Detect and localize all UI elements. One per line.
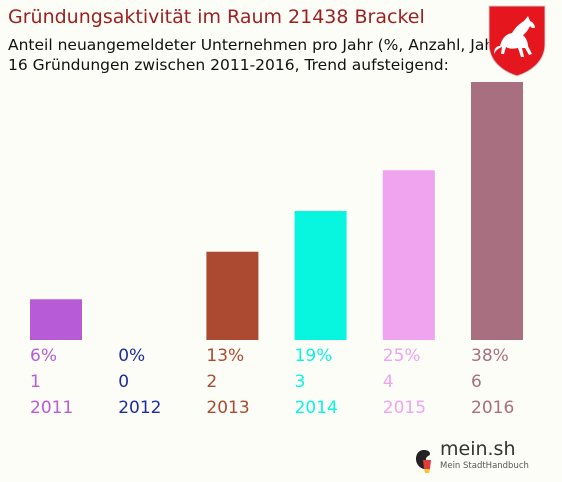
count-label-2015: 4 xyxy=(382,372,394,392)
bar-2013 xyxy=(206,251,259,340)
year-label-2016: 2016 xyxy=(471,398,515,418)
year-label-2014: 2014 xyxy=(294,398,338,418)
percent-label-2011: 6% xyxy=(30,346,57,366)
chart-title: Gründungsaktivität im Raum 21438 Brackel xyxy=(8,6,425,28)
year-label-2011: 2011 xyxy=(30,398,74,418)
chart-subtitle-2: 16 Gründungen zwischen 2011-2016, Trend … xyxy=(8,56,449,74)
count-label-2016: 6 xyxy=(471,372,482,392)
year-label-2013: 2013 xyxy=(206,398,250,418)
bar-2016 xyxy=(471,82,523,340)
percent-label-2014: 19% xyxy=(294,346,333,366)
percent-label-2013: 13% xyxy=(206,346,245,366)
percent-label-2012: 0% xyxy=(118,346,146,366)
count-label-2013: 2 xyxy=(206,372,218,392)
bar-2014 xyxy=(294,211,347,340)
logo-tagline: Mein StadtHandbuch xyxy=(440,461,529,471)
percent-label-2016: 38% xyxy=(471,346,509,366)
logo-name: mein.sh xyxy=(440,438,516,460)
percent-label-2015: 25% xyxy=(382,346,421,366)
bar-2015 xyxy=(382,170,435,340)
lower-saxony-horse-crest-icon xyxy=(488,5,546,77)
year-label-2012: 2012 xyxy=(118,398,162,418)
count-label-2011: 1 xyxy=(30,372,41,392)
mein-sh-logo-icon xyxy=(416,450,431,473)
year-label-2015: 2015 xyxy=(382,398,427,418)
chart-subtitle-1: Anteil neuangemeldeter Unternehmen pro J… xyxy=(8,36,507,54)
bar-2011 xyxy=(30,299,82,340)
count-label-2014: 3 xyxy=(294,372,306,392)
count-label-2012: 0 xyxy=(118,372,130,392)
